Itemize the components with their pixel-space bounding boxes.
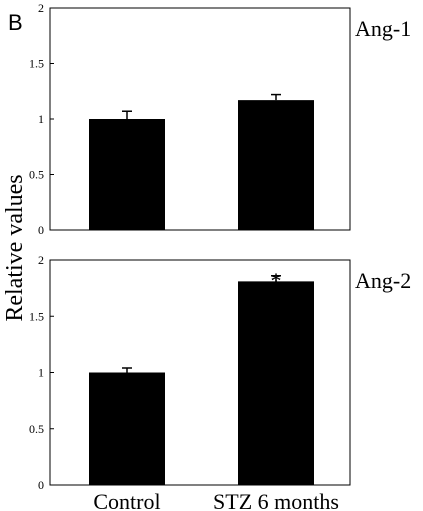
y-tick-label: 0.5 xyxy=(29,422,44,436)
chart-panel-1: 0 0.5 1 1.5 2 Ang-1 xyxy=(29,1,411,237)
x-tick-label: STZ 6 months xyxy=(213,489,339,511)
y-tick-label: 0 xyxy=(38,223,44,237)
series-label: Ang-1 xyxy=(355,16,411,41)
bar-stz xyxy=(238,281,314,485)
y-tick-label: 2 xyxy=(38,1,44,15)
x-tick-label: Control xyxy=(93,489,160,511)
y-axis-label: Relative values xyxy=(2,174,28,321)
y-tick-label: 1 xyxy=(38,112,44,126)
significance-marker: * xyxy=(271,268,282,293)
y-tick-label: 1.5 xyxy=(29,309,44,323)
series-label: Ang-2 xyxy=(355,268,411,293)
chart-panel-2: 0 0.5 1 1.5 2 Control * STZ 6 months Ang-2 xyxy=(29,253,411,511)
panel-letter: B xyxy=(8,10,23,35)
bar-control xyxy=(89,119,165,230)
y-tick-label: 2 xyxy=(38,253,44,267)
bar-stz xyxy=(238,100,314,230)
chart-panels: 0 0.5 1 1.5 2 Ang-1 0 0.5 1 1.5 2 Control * STZ 6 mon… xyxy=(29,1,411,511)
bar-control xyxy=(89,372,165,485)
y-tick-label: 0 xyxy=(38,478,44,492)
y-tick-label: 0.5 xyxy=(29,168,44,182)
y-tick-label: 1 xyxy=(38,366,44,380)
y-tick-label: 1.5 xyxy=(29,57,44,71)
